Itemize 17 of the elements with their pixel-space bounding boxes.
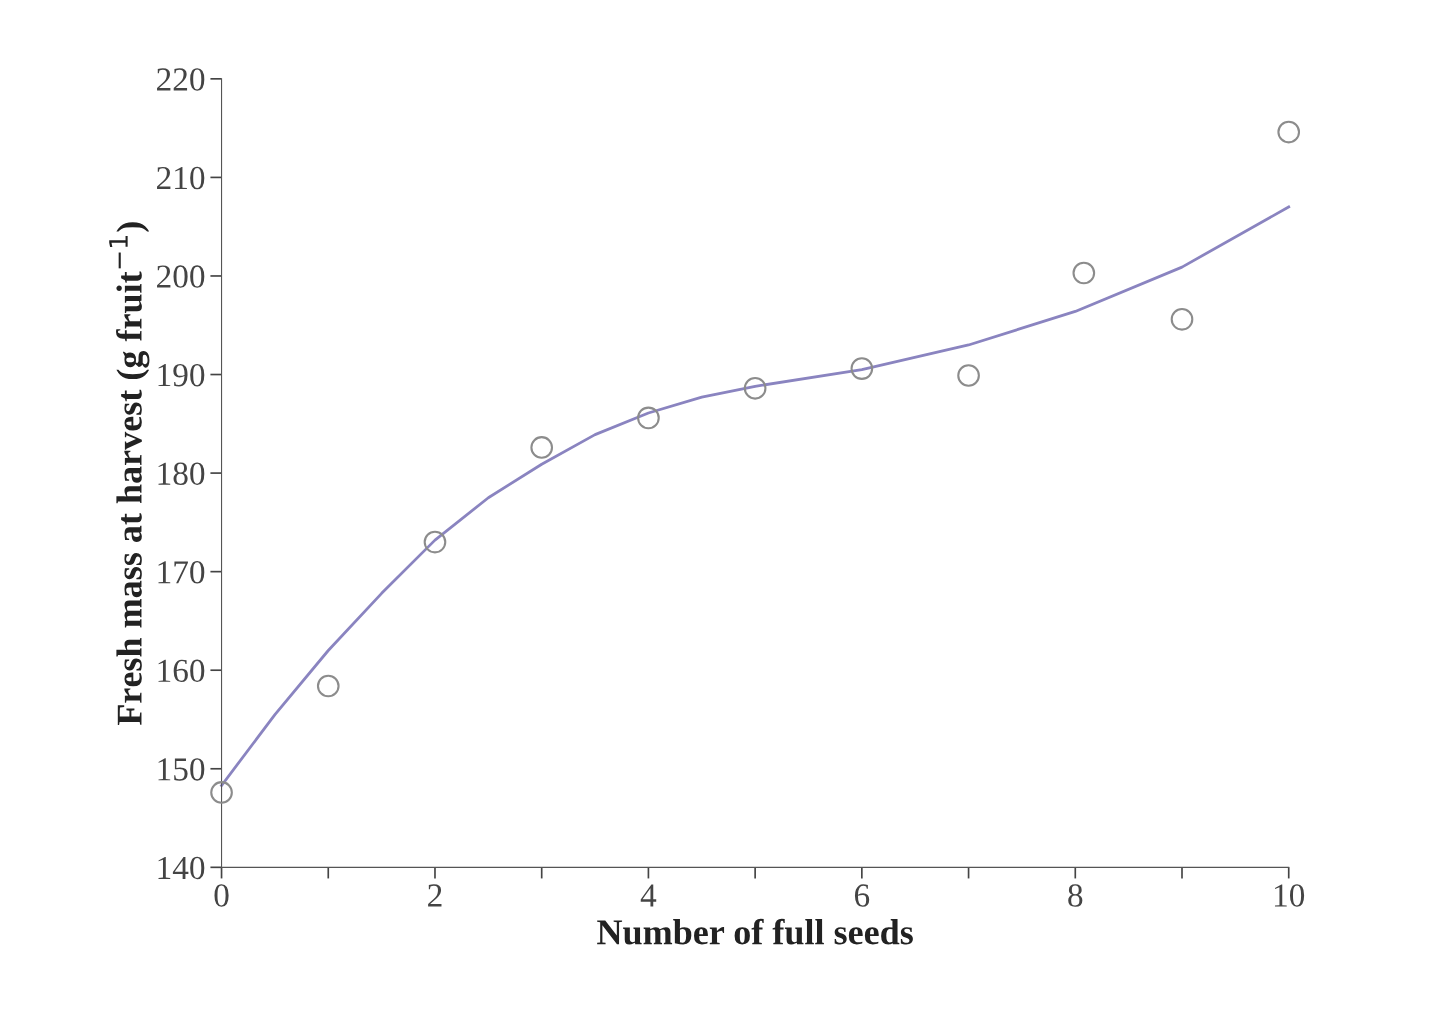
y-tick-label: 180 (158, 462, 205, 485)
x-tick-label: 0 (214, 884, 229, 907)
y-tick-label: 150 (158, 758, 205, 781)
x-tick-label: 8 (1068, 884, 1083, 907)
y-tick-label: 170 (158, 561, 205, 584)
y-tick-label: 210 (157, 166, 205, 190)
x-tick-label: 4 (640, 884, 657, 907)
y-tick-label: 200 (157, 265, 205, 288)
y-tick-label: 160 (158, 659, 205, 683)
x-tick-label: 2 (428, 884, 442, 907)
x-tick-label: 10 (1274, 884, 1305, 907)
x-axis-title: Number of full seeds (597, 918, 913, 945)
x-tick-label: 6 (854, 884, 870, 907)
y-tick-label: 220 (157, 68, 205, 91)
y-tick-label: 190 (158, 363, 205, 387)
y-axis-title: Fresh mass at harvest (g fruit$^{−1}$) (109, 222, 150, 726)
y-tick-label: 140 (158, 856, 205, 880)
